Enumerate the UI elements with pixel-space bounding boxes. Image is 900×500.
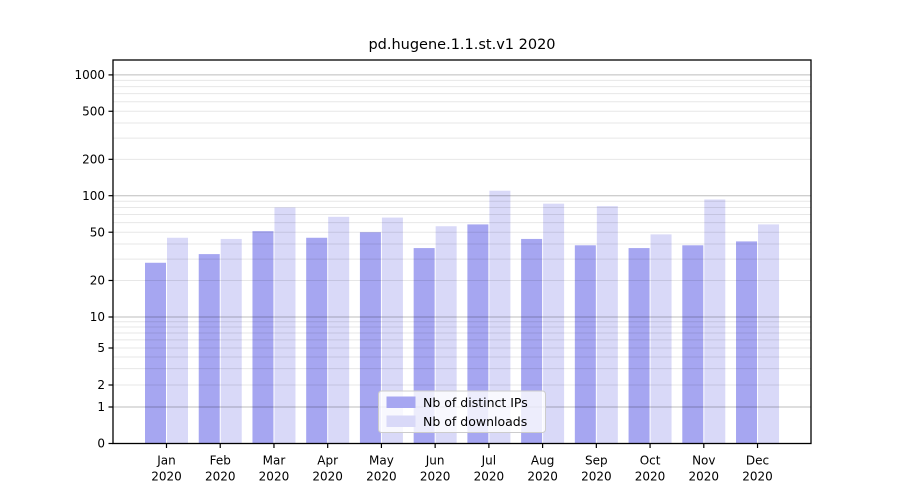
legend-label-downloads: Nb of downloads xyxy=(423,414,527,429)
y-axis-tick-label: 50 xyxy=(90,225,105,239)
bar-distinct-ips xyxy=(628,248,650,444)
x-axis-tick-label-year: 2020 xyxy=(635,470,666,484)
x-axis-tick-label-month: Dec xyxy=(746,454,769,468)
x-axis-tick-label-year: 2020 xyxy=(420,470,451,484)
legend-swatch-downloads xyxy=(386,415,416,427)
y-axis-tick-label: 2 xyxy=(97,378,105,392)
x-axis-tick-label-month: Jan xyxy=(156,454,176,468)
y-axis-tick-label: 1000 xyxy=(74,68,105,82)
chart-title: pd.hugene.1.1.st.v1 2020 xyxy=(368,37,555,53)
y-axis-tick-label: 100 xyxy=(82,189,105,203)
x-axis-tick-label-year: 2020 xyxy=(312,470,343,484)
x-axis-tick-label-month: Sep xyxy=(585,454,608,468)
x-axis-tick-label-year: 2020 xyxy=(689,470,720,484)
legend-label-distinct-ips: Nb of distinct IPs xyxy=(423,395,528,410)
bar-downloads xyxy=(167,237,188,444)
bar-downloads xyxy=(704,199,726,444)
bar-distinct-ips xyxy=(306,237,328,444)
bar-downloads xyxy=(543,203,565,444)
x-axis-tick-label-month: Jun xyxy=(425,454,445,468)
chart-plot-area: 10005002001005020105210Jan2020Feb2020Mar… xyxy=(74,59,812,484)
y-axis-tick-label: 1 xyxy=(97,400,105,414)
bar-distinct-ips xyxy=(736,241,758,444)
x-axis-tick-label-year: 2020 xyxy=(151,470,182,484)
bar-distinct-ips xyxy=(145,262,166,444)
legend-swatch-distinct-ips xyxy=(386,396,416,408)
y-axis-tick-label: 200 xyxy=(82,153,105,167)
bar-distinct-ips xyxy=(467,224,489,444)
bar-distinct-ips xyxy=(574,245,596,444)
x-axis-tick-label-year: 2020 xyxy=(259,470,290,484)
x-axis-tick-label-year: 2020 xyxy=(366,470,397,484)
bar-distinct-ips xyxy=(359,232,381,444)
bar-distinct-ips xyxy=(252,231,274,444)
bar-downloads xyxy=(489,190,511,444)
x-axis-tick-label-month: Feb xyxy=(210,454,231,468)
bar-downloads xyxy=(758,224,780,444)
bar-downloads xyxy=(435,226,457,444)
bar-distinct-ips xyxy=(198,254,220,444)
y-axis-tick-label: 5 xyxy=(97,341,105,355)
x-axis-tick-label-month: Mar xyxy=(263,454,286,468)
bar-downloads xyxy=(274,207,296,444)
x-axis-tick-label-year: 2020 xyxy=(205,470,236,484)
x-axis-tick-label-year: 2020 xyxy=(527,470,558,484)
bar-downloads xyxy=(650,234,672,444)
y-axis-tick-label: 0 xyxy=(97,437,105,451)
legend-box xyxy=(378,390,546,433)
bar-downloads xyxy=(381,217,403,444)
x-axis-tick-label-year: 2020 xyxy=(474,470,505,484)
y-axis-tick-label: 500 xyxy=(82,104,105,118)
x-axis-tick-label-month: Oct xyxy=(640,454,661,468)
bar-downloads xyxy=(596,206,618,444)
x-axis-tick-label-month: Jul xyxy=(481,454,496,468)
x-axis-tick-label-year: 2020 xyxy=(581,470,612,484)
x-axis-tick-label-month: Aug xyxy=(531,454,554,468)
x-axis-tick-label-month: Nov xyxy=(692,454,715,468)
x-axis-tick-label-month: May xyxy=(369,454,394,468)
y-axis-tick-label: 20 xyxy=(90,274,105,288)
x-axis-tick-label-month: Apr xyxy=(317,454,338,468)
plot-border xyxy=(112,59,812,445)
bar-downloads xyxy=(328,216,350,444)
bar-distinct-ips xyxy=(682,245,704,444)
y-axis-tick-label: 10 xyxy=(90,310,105,324)
bar-downloads xyxy=(220,238,242,444)
x-axis-tick-label-year: 2020 xyxy=(742,470,773,484)
